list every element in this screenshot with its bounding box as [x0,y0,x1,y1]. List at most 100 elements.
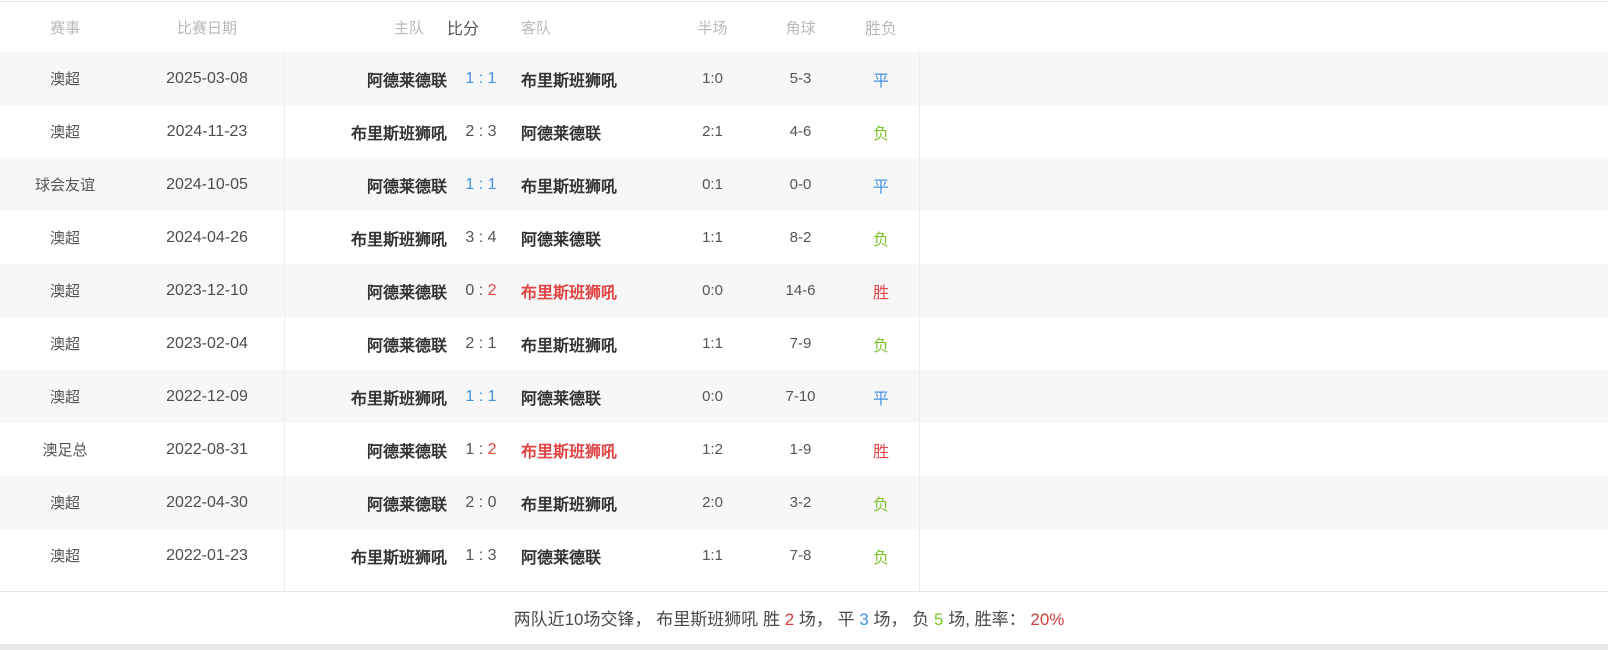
col-header-away: 客队 [521,19,552,37]
match-league: 澳超 [49,389,80,406]
match-result-badge: 胜 [872,284,889,302]
summary-stat-red: 2 [784,610,795,629]
match-score: 1 : 1 [447,176,515,194]
col-header-corners: 角球 [785,19,816,37]
corner-count: 1-9 [789,441,812,458]
match-row[interactable]: 澳超 2022-04-30 阿德莱德联 2 : 0 布里斯班狮吼 2:0 3-2 负 [0,476,1608,529]
away-team-name: 阿德莱德联 [521,549,602,567]
match-score: 2 : 1 [447,335,515,353]
match-result-badge: 平 [872,178,889,196]
summary-stat-green: 5 [934,610,944,629]
col-header-date: 比赛日期 [176,19,237,37]
match-date: 2025-03-08 [166,69,248,87]
match-result-badge: 负 [872,231,889,249]
match-league: 澳超 [49,336,80,353]
match-score: 1 : 3 [447,547,515,565]
away-team-name: 阿德莱德联 [521,390,602,408]
corner-count: 7-10 [785,388,816,405]
summary-segment: 场, 胜率： [943,610,1031,629]
match-row[interactable]: 澳超 2023-02-04 阿德莱德联 2 : 1 布里斯班狮吼 1:1 7-9 负 [0,317,1608,370]
table-body: 澳超 2025-03-08 阿德莱德联 1 : 1 布里斯班狮吼 1:0 5-3 平澳超 202… [0,52,1608,582]
match-league: 澳超 [49,283,80,300]
home-goals: 3 [465,228,475,246]
halftime-score: 1:1 [702,335,723,352]
corner-count: 3-2 [789,494,812,511]
home-team-name: 阿德莱德联 [366,443,447,461]
match-date: 2022-08-31 [166,440,248,458]
match-score: 3 : 4 [447,229,515,247]
match-league: 澳超 [49,495,80,512]
match-score: 0 : 2 [447,282,515,300]
away-goals: 1 [487,387,497,405]
match-result-badge: 平 [872,390,889,408]
column-divider-left [284,52,285,591]
score-separator: : [474,281,488,299]
halftime-score: 1:1 [702,229,723,246]
halftime-score: 2:1 [702,123,723,140]
match-row[interactable]: 澳足总 2022-08-31 阿德莱德联 1 : 2 布里斯班狮吼 1:2 1-9 胜 [0,423,1608,476]
halftime-score: 1:2 [702,441,723,458]
summary-segment: 布里斯班狮吼 胜 [656,610,785,629]
match-date: 2022-01-23 [166,546,248,564]
col-header-home: 主队 [393,19,424,37]
halftime-score: 0:0 [702,282,723,299]
home-team-name: 布里斯班狮吼 [350,549,447,567]
corner-count: 14-6 [785,282,816,299]
home-goals: 2 [465,334,475,352]
away-team-name: 布里斯班狮吼 [521,178,618,196]
table-header-row: 赛事 比赛日期 主队 比分 客队 半场 角球 胜负 [0,2,1608,52]
score-separator: : [474,440,488,458]
away-team-name: 布里斯班狮吼 [521,496,618,514]
score-separator: : [474,546,488,564]
summary-text: 两队近10场交锋， 布里斯班狮吼 胜 2 场， 平 3 场， 负 5 场, 胜率… [514,605,1065,630]
home-goals: 2 [465,122,475,140]
score-separator: : [474,387,488,405]
match-league: 球会友谊 [34,177,95,194]
corner-count: 5-3 [789,70,812,87]
match-league: 澳超 [49,230,80,247]
match-row[interactable]: 澳超 2024-04-26 布里斯班狮吼 3 : 4 阿德莱德联 1:1 8-2 负 [0,211,1608,264]
match-row[interactable]: 澳超 2022-12-09 布里斯班狮吼 1 : 1 阿德莱德联 0:0 7-10 平 [0,370,1608,423]
col-header-score: 比分 [447,21,480,38]
match-date: 2023-12-10 [166,281,248,299]
away-goals: 4 [487,228,497,246]
away-goals: 3 [487,122,497,140]
match-result-badge: 负 [872,337,889,355]
corner-count: 7-9 [789,335,812,352]
match-row[interactable]: 澳超 2023-12-10 阿德莱德联 0 : 2 布里斯班狮吼 0:0 14-6 胜 [0,264,1608,317]
match-row[interactable]: 澳超 2025-03-08 阿德莱德联 1 : 1 布里斯班狮吼 1:0 5-3 平 [0,52,1608,105]
score-separator: : [474,69,488,87]
match-date: 2024-11-23 [166,122,248,140]
away-team-name: 布里斯班狮吼 [521,284,618,302]
home-goals: 1 [465,387,475,405]
col-header-halftime: 半场 [697,19,728,37]
summary-segment: 负 [912,610,934,629]
match-result-badge: 胜 [872,443,889,461]
match-league: 澳足总 [42,442,88,459]
match-row[interactable]: 球会友谊 2024-10-05 阿德莱德联 1 : 1 布里斯班狮吼 0:1 0-0 平 [0,158,1608,211]
match-date: 2024-04-26 [166,228,248,246]
col-header-result: 胜负 [864,21,897,38]
summary-bar: 两队近10场交锋， 布里斯班狮吼 胜 2 场， 平 3 场， 负 5 场, 胜率… [0,592,1608,643]
away-goals: 0 [487,493,497,511]
away-goals: 2 [487,440,497,458]
away-team-name: 阿德莱德联 [521,231,602,249]
summary-stat-red: 20% [1030,610,1065,629]
score-separator: : [474,334,488,352]
corner-count: 7-8 [789,547,812,564]
home-team-name: 阿德莱德联 [366,496,447,514]
match-row[interactable]: 澳超 2022-01-23 布里斯班狮吼 1 : 3 阿德莱德联 1:1 7-8 负 [0,529,1608,582]
match-league: 澳超 [49,548,80,565]
away-goals: 1 [487,69,497,87]
home-team-name: 布里斯班狮吼 [350,125,447,143]
col-header-league: 赛事 [49,19,80,37]
match-league: 澳超 [49,71,80,88]
home-goals: 2 [465,493,475,511]
home-team-name: 阿德莱德联 [366,72,447,90]
halftime-score: 1:1 [702,547,723,564]
away-goals: 1 [487,334,497,352]
home-goals: 1 [465,69,475,87]
summary-segment: 两队近10场交锋， [513,610,657,629]
match-row[interactable]: 澳超 2024-11-23 布里斯班狮吼 2 : 3 阿德莱德联 2:1 4-6 负 [0,105,1608,158]
summary-segment: 平 [837,610,860,629]
